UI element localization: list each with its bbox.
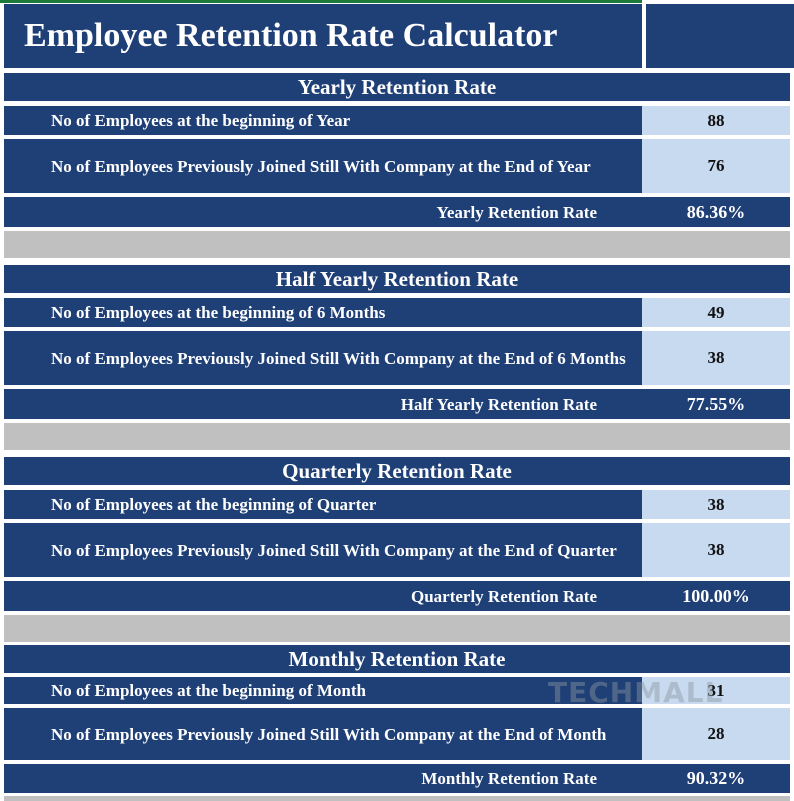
quarterly-begin-value[interactable]: 38 — [642, 490, 790, 519]
yearly-result-value: 86.36% — [642, 197, 790, 227]
separator-band — [4, 796, 790, 801]
section-header-monthly: Monthly Retention Rate — [4, 645, 790, 673]
top-border — [0, 0, 642, 3]
monthly-result-value: 90.32% — [642, 764, 790, 793]
yearly-still-value[interactable]: 76 — [642, 139, 790, 193]
section-header-yearly: Yearly Retention Rate — [4, 73, 790, 101]
quarterly-begin-label: No of Employees at the beginning of Quar… — [4, 490, 642, 519]
separator-band — [4, 615, 790, 642]
separator-band — [4, 423, 790, 450]
monthly-begin-label: No of Employees at the beginning of Mont… — [4, 677, 642, 704]
monthly-begin-value[interactable]: 31 — [642, 677, 790, 704]
watermark: TECHMALL — [548, 676, 724, 709]
yearly-begin-value[interactable]: 88 — [642, 106, 790, 135]
title-row: Employee Retention Rate Calculator — [4, 4, 794, 68]
half-yearly-result-label: Half Yearly Retention Rate — [4, 389, 642, 419]
half-yearly-still-value[interactable]: 38 — [642, 331, 790, 385]
separator-band — [4, 231, 790, 258]
page-title: Employee Retention Rate Calculator — [4, 4, 642, 68]
yearly-result-label: Yearly Retention Rate — [4, 197, 642, 227]
section-header-quarterly: Quarterly Retention Rate — [4, 457, 790, 485]
monthly-result-label: Monthly Retention Rate — [4, 764, 642, 793]
quarterly-still-label: No of Employees Previously Joined Still … — [4, 523, 642, 577]
yearly-still-label: No of Employees Previously Joined Still … — [4, 139, 642, 193]
half-yearly-result-value: 77.55% — [642, 389, 790, 419]
quarterly-result-label: Quarterly Retention Rate — [4, 581, 642, 611]
monthly-still-label: No of Employees Previously Joined Still … — [4, 708, 642, 760]
section-header-half-yearly: Half Yearly Retention Rate — [4, 265, 790, 293]
yearly-begin-label: No of Employees at the beginning of Year — [4, 106, 642, 135]
half-yearly-begin-value[interactable]: 49 — [642, 298, 790, 327]
quarterly-still-value[interactable]: 38 — [642, 523, 790, 577]
title-side-cell[interactable] — [646, 4, 794, 68]
half-yearly-still-label: No of Employees Previously Joined Still … — [4, 331, 642, 385]
quarterly-result-value: 100.00% — [642, 581, 790, 611]
half-yearly-begin-label: No of Employees at the beginning of 6 Mo… — [4, 298, 642, 327]
monthly-still-value[interactable]: 28 — [642, 708, 790, 760]
